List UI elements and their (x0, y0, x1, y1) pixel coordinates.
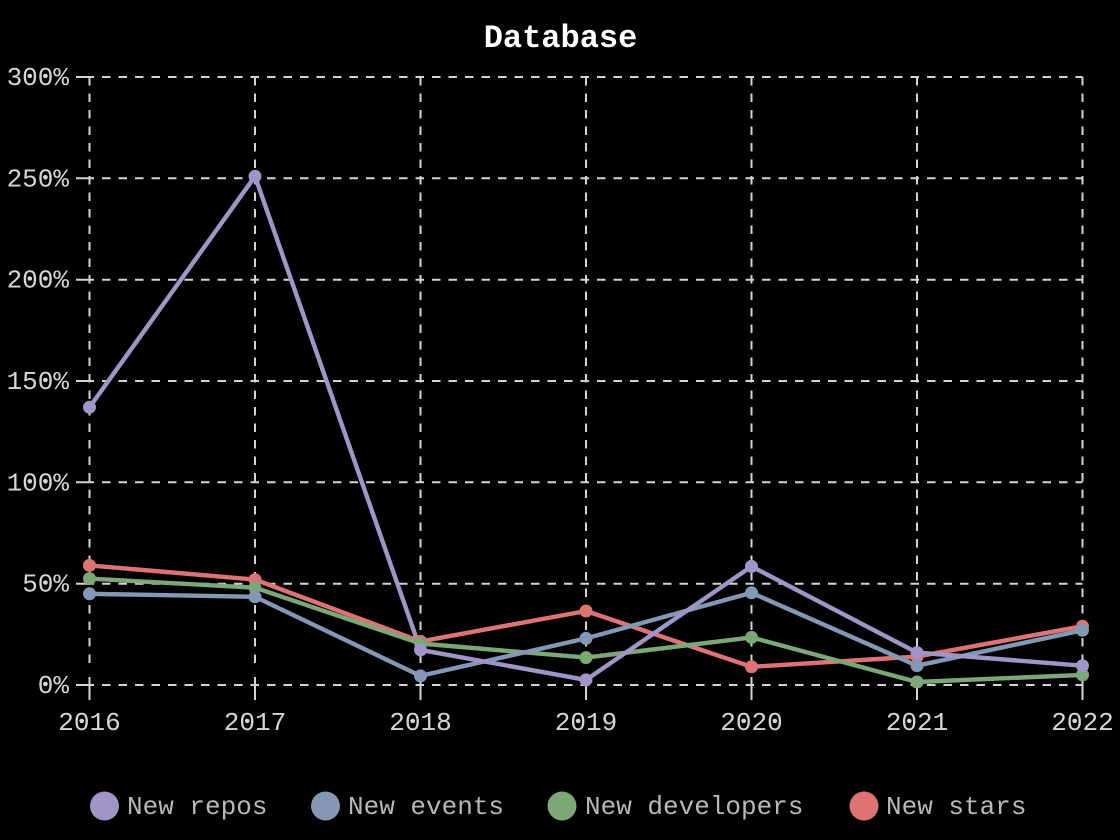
svg-text:2020: 2020 (720, 708, 782, 738)
svg-text:New stars: New stars (886, 792, 1026, 822)
svg-text:New repos: New repos (127, 792, 267, 822)
svg-text:100%: 100% (7, 468, 70, 498)
svg-text:250%: 250% (7, 164, 70, 194)
svg-text:200%: 200% (7, 266, 70, 296)
svg-text:2016: 2016 (58, 708, 120, 738)
svg-text:50%: 50% (22, 570, 69, 600)
svg-text:300%: 300% (7, 63, 70, 93)
svg-text:New events: New events (348, 792, 504, 822)
svg-text:2021: 2021 (886, 708, 948, 738)
svg-text:0%: 0% (38, 671, 70, 701)
svg-text:2019: 2019 (555, 708, 617, 738)
svg-text:2018: 2018 (389, 708, 451, 738)
svg-text:2017: 2017 (224, 708, 286, 738)
svg-text:New developers: New developers (585, 792, 803, 822)
svg-text:Database: Database (484, 20, 638, 57)
svg-text:150%: 150% (7, 367, 70, 397)
svg-text:2022: 2022 (1051, 708, 1113, 738)
